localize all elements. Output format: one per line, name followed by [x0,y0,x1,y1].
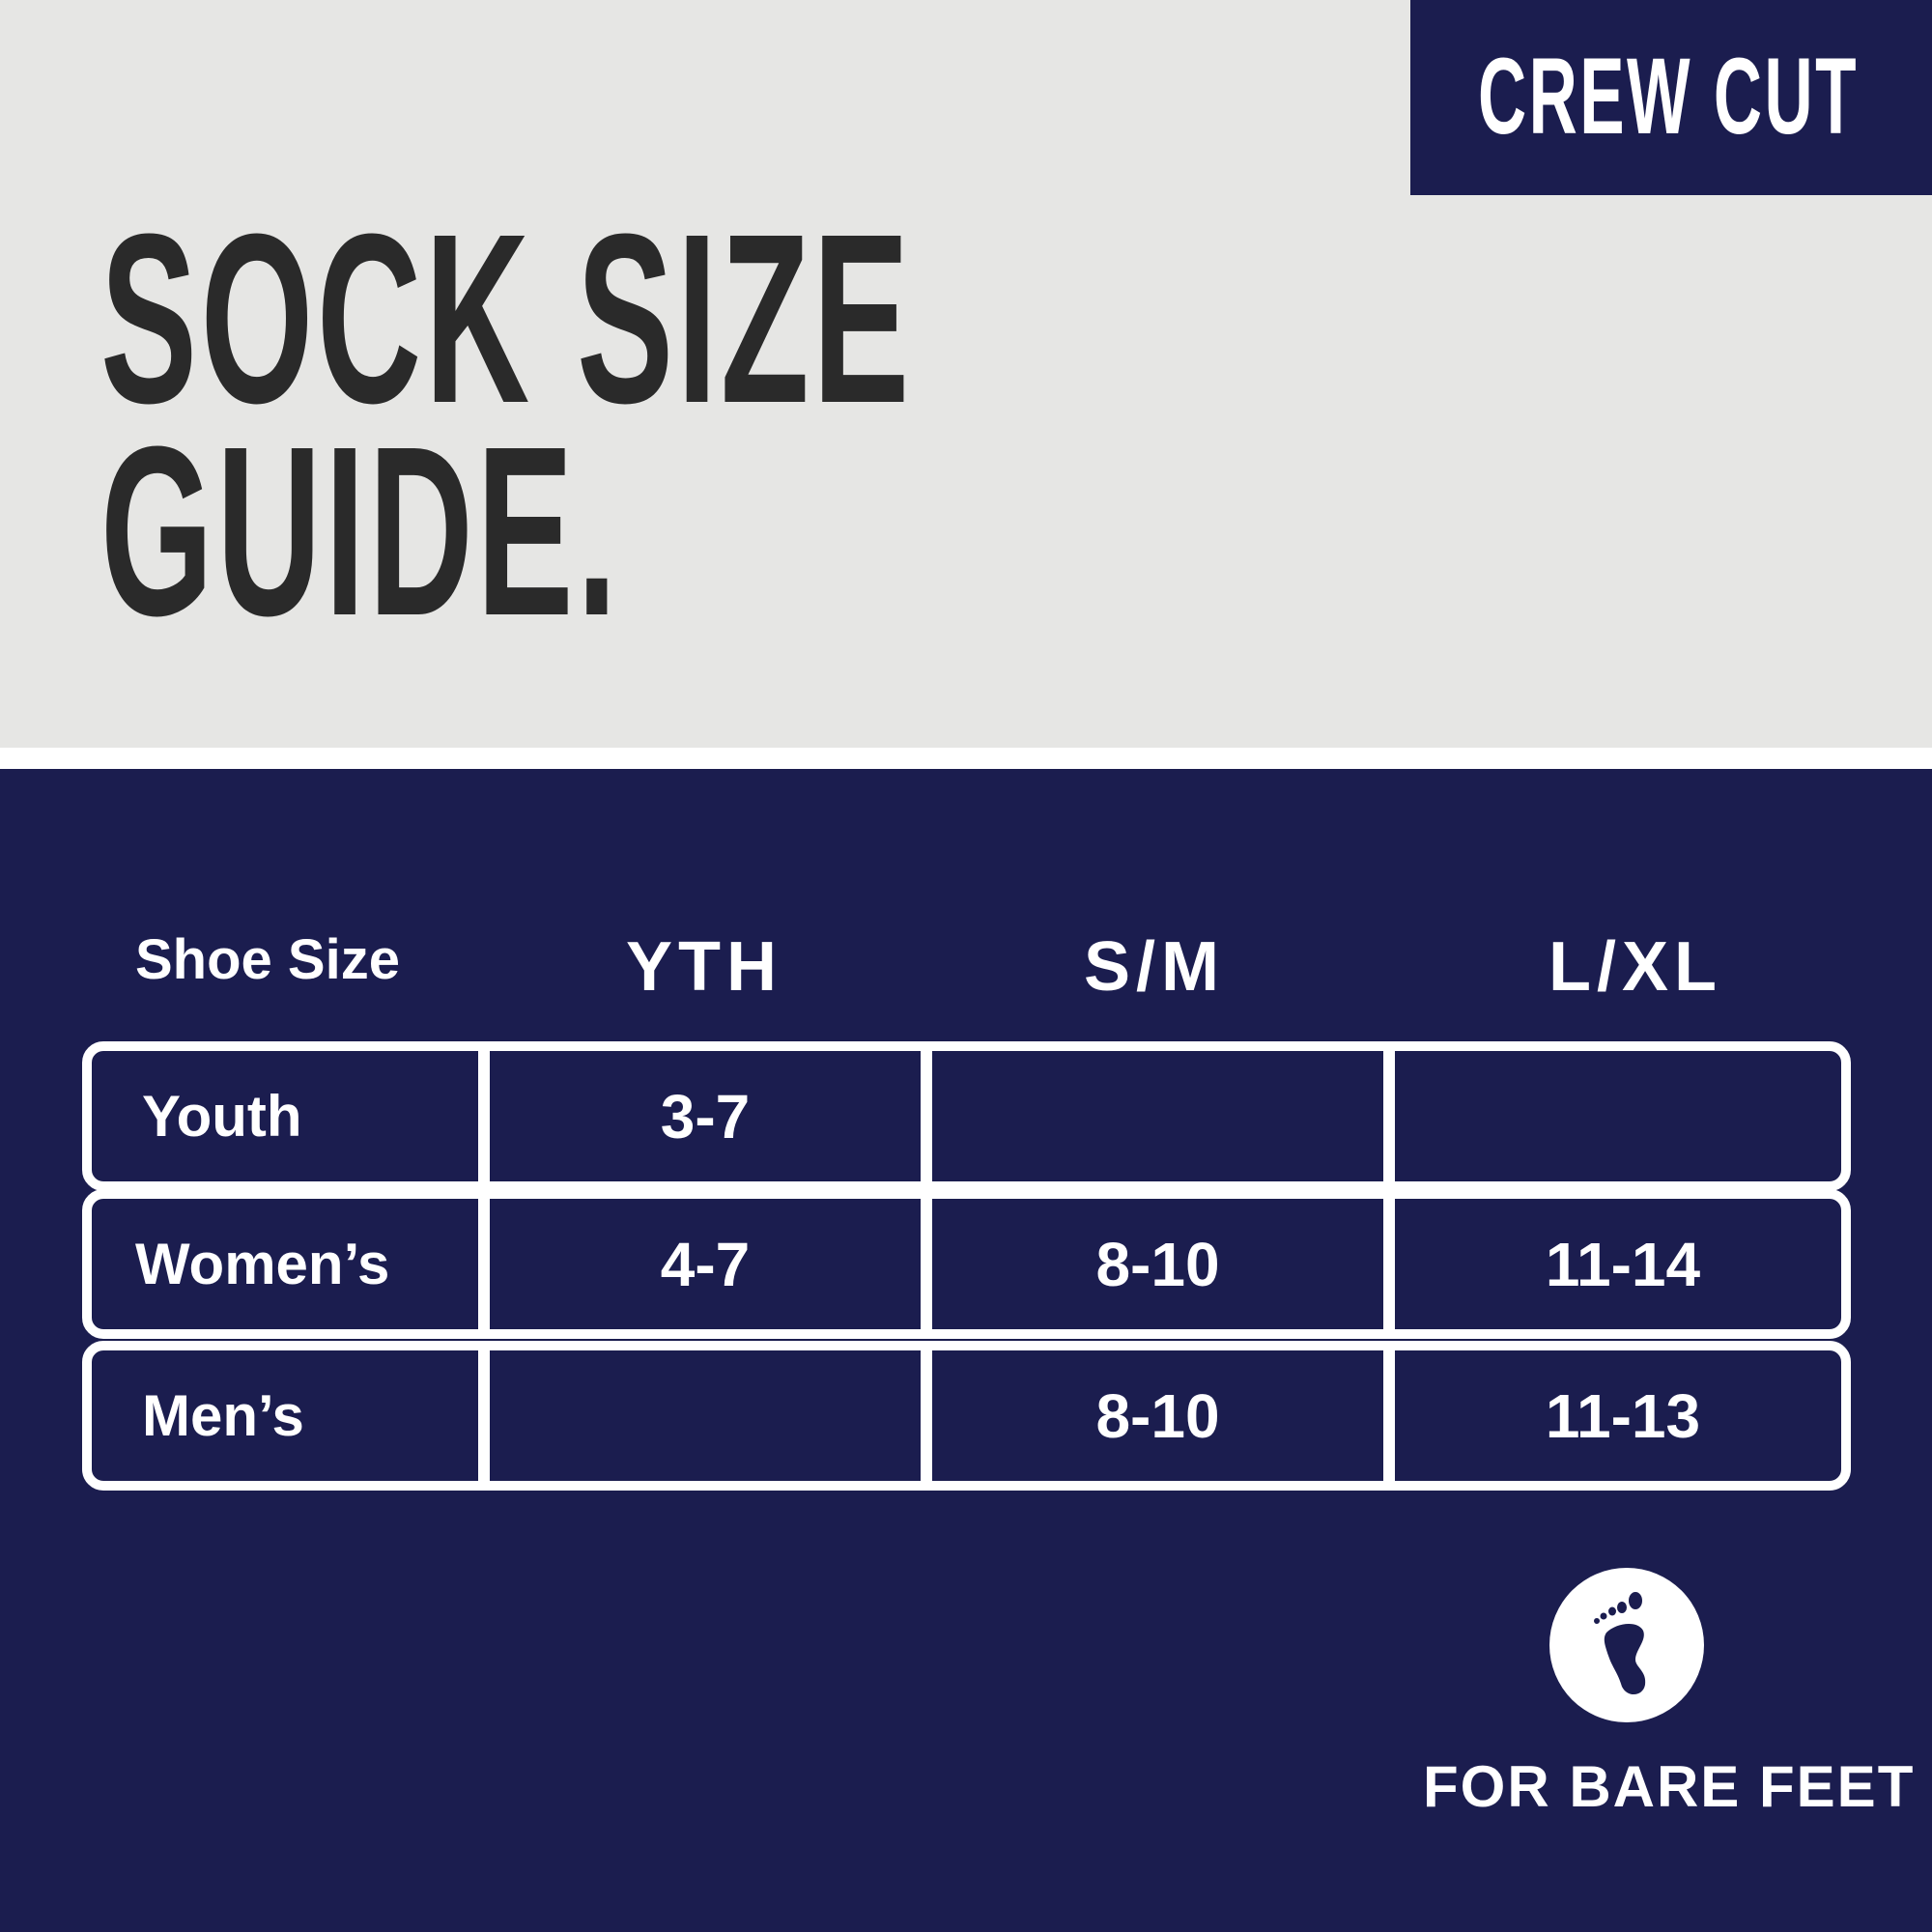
cell-value: 4-7 [660,1229,751,1299]
cell-value: 11-13 [1545,1380,1701,1451]
column-divider [1383,1199,1395,1329]
for-bare-feet-label: FOR BARE FEET [1423,1754,1916,1819]
cell-value [932,1051,1383,1181]
column-divider [478,1051,490,1181]
cell-value [1395,1051,1851,1181]
column-divider [478,1350,490,1481]
header-yth: YTH [626,928,782,1006]
page-title-line1: SOCK SIZE [100,184,913,453]
table-row: Women’s 4-7 8-10 11-14 [82,1189,1851,1339]
column-divider [478,1199,490,1329]
cell-value: 11-14 [1545,1229,1701,1299]
header-lxl: L/XL [1548,928,1722,1006]
cell-value: 8-10 [1095,1380,1220,1451]
cell-value: 8-10 [1095,1229,1220,1299]
table-row: Youth 3-7 [82,1041,1851,1191]
header-shoe-size: Shoe Size [135,928,400,991]
row-label: Youth [142,1084,302,1149]
cell-value: 3-7 [660,1081,751,1151]
table-row: Men’s 8-10 11-13 [82,1341,1851,1491]
header-sm: S/M [1083,928,1226,1006]
size-table-panel [0,769,1932,1932]
column-divider [1383,1051,1395,1181]
column-divider [921,1350,932,1481]
page-title-line2: GUIDE. [100,396,621,666]
crew-cut-label: CREW CUT [1478,36,1860,156]
crew-cut-badge: CREW CUT [1410,0,1932,195]
column-divider [1383,1350,1395,1481]
column-divider [921,1199,932,1329]
row-label: Women’s [135,1232,390,1296]
row-label: Men’s [142,1383,304,1448]
column-divider [921,1051,932,1181]
bare-foot-icon [1549,1568,1704,1722]
cell-value [490,1350,921,1481]
